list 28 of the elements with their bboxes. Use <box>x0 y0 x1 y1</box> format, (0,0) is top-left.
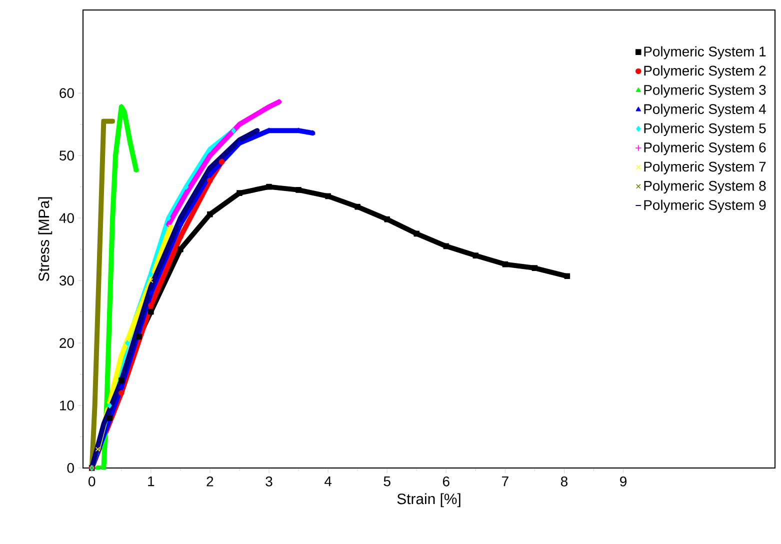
x-tick-label: 7 <box>502 476 508 486</box>
x-tick-label: 0 <box>88 476 96 486</box>
legend-label: Polymeric System 7 <box>644 161 766 174</box>
y-axis-title: Stress [MPa] <box>38 197 52 282</box>
y-tick-label: 0 <box>67 463 74 473</box>
x-tick-label: 4 <box>324 476 332 486</box>
legend-label: Polymeric System 9 <box>644 200 766 213</box>
legend-label: Polymeric System 2 <box>644 65 766 78</box>
y-tick-label: 30 <box>60 276 74 286</box>
legend-label: Polymeric System 8 <box>644 180 766 194</box>
x-tick-label: 3 <box>266 476 272 486</box>
x-tick-label: 5 <box>384 476 390 486</box>
legend-label: Polymeric System 1 <box>644 46 766 60</box>
x-tick-label: 8 <box>560 476 568 486</box>
legend-label: Polymeric System 6 <box>644 142 766 156</box>
legend-label: Polymeric System 5 <box>644 122 766 136</box>
legend-label: Polymeric System 3 <box>644 84 766 98</box>
legend-label: Polymeric System 4 <box>644 104 766 117</box>
y-tick-label: 10 <box>60 400 74 410</box>
x-tick-label: 2 <box>206 476 214 486</box>
y-tick-label: 40 <box>59 213 74 223</box>
x-axis-title: Strain [%] <box>397 493 460 508</box>
x-tick-label: 9 <box>620 476 626 486</box>
y-tick-label: 50 <box>60 150 74 161</box>
y-tick-label: 60 <box>60 88 74 98</box>
y-tick-label: 20 <box>60 338 74 348</box>
x-tick-label: 6 <box>442 476 450 486</box>
x-tick-label: 1 <box>148 476 154 486</box>
